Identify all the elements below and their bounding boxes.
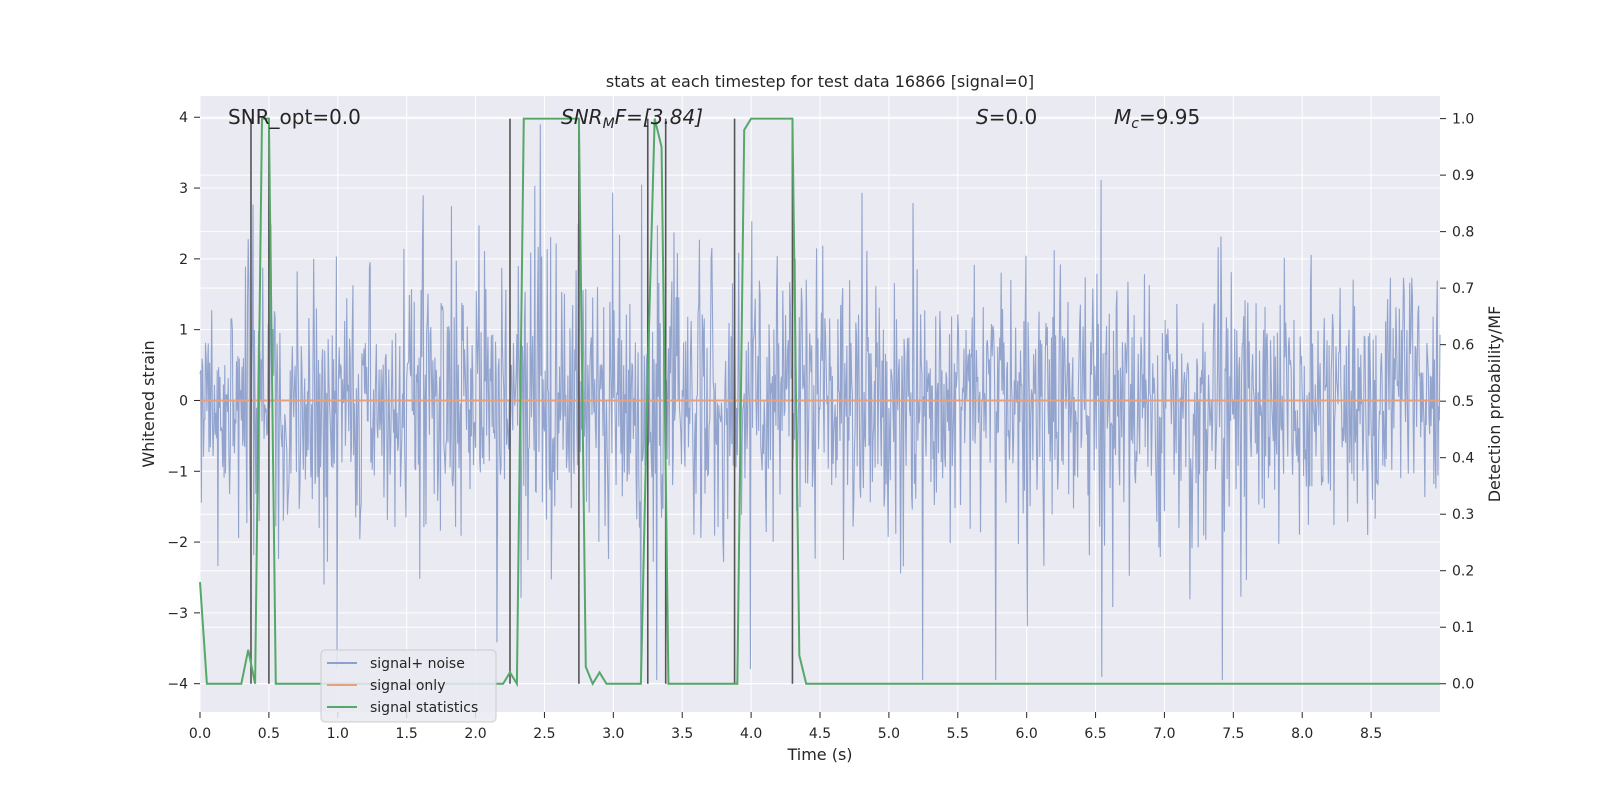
y-axis-left-label: Whitened strain bbox=[139, 340, 158, 467]
annotation-mc-sub: c bbox=[1131, 116, 1139, 132]
y-axis-right-label: Detection probability/MF bbox=[1485, 306, 1504, 503]
legend-frame bbox=[320, 649, 497, 723]
annotation-mc-rest: =9.95 bbox=[1139, 105, 1200, 129]
annotation-mc: Mc=9.95 bbox=[1114, 105, 1200, 132]
legend-label-signal-only: signal only bbox=[370, 678, 445, 694]
y-tick-label-left: −2 bbox=[167, 535, 188, 551]
annotation-snr-mf: SNRMF=[3.84] bbox=[561, 105, 703, 132]
y-tick-label-left: 2 bbox=[179, 252, 188, 268]
x-tick-label: 5.0 bbox=[878, 726, 900, 742]
plot-area bbox=[199, 96, 1441, 712]
x-tick-label: 3.0 bbox=[602, 726, 624, 742]
y-tick-label-right: 0.3 bbox=[1452, 507, 1474, 523]
y-tick-label-right: 0.1 bbox=[1452, 620, 1474, 636]
y-tick-label-right: 1.0 bbox=[1452, 112, 1474, 128]
x-tick-label: 2.0 bbox=[464, 726, 486, 742]
legend-label-signal-plus-noise: signal+ noise bbox=[370, 656, 465, 672]
y-tick-label-right: 0.2 bbox=[1452, 564, 1474, 580]
x-tick-label: 1.0 bbox=[327, 726, 349, 742]
y-tick-label-left: 4 bbox=[179, 110, 188, 126]
annotation-s-rest: =0.0 bbox=[989, 105, 1038, 129]
annotation-mc-main: M bbox=[1114, 105, 1131, 129]
y-tick-label-left: 3 bbox=[179, 181, 188, 197]
annotation-snr-mf-sub: M bbox=[603, 116, 615, 132]
chart-title: stats at each timestep for test data 168… bbox=[606, 72, 1034, 91]
x-tick-label: 1.5 bbox=[396, 726, 418, 742]
x-tick-label: 0.0 bbox=[189, 726, 211, 742]
y-axis-right-ticks: 1.0 0.9 0.8 0.7 0.6 0.5 0.4 0.3 0.2 0.1 0.0 bbox=[1440, 112, 1474, 693]
x-tick-label: 8.0 bbox=[1291, 726, 1313, 742]
y-tick-label-left: −3 bbox=[167, 606, 188, 622]
x-tick-label: 8.5 bbox=[1360, 726, 1382, 742]
x-tick-label: 2.5 bbox=[533, 726, 555, 742]
y-tick-label-right: 0.5 bbox=[1452, 394, 1474, 410]
annotation-s: S=0.0 bbox=[976, 105, 1037, 129]
y-tick-label-left: −1 bbox=[167, 464, 188, 480]
x-tick-label: 7.5 bbox=[1222, 726, 1244, 742]
annotation-snr-mf-main: SNR bbox=[561, 105, 603, 129]
y-tick-label-right: 0.7 bbox=[1452, 281, 1474, 297]
annotation-snr-mf-rest: F=[3.84] bbox=[615, 105, 703, 129]
y-tick-label-right: 0.0 bbox=[1452, 677, 1474, 693]
legend-label-signal-statistics: signal statistics bbox=[370, 700, 478, 716]
y-tick-label-right: 0.4 bbox=[1452, 451, 1474, 467]
x-tick-label: 7.0 bbox=[1153, 726, 1175, 742]
y-tick-label-right: 0.6 bbox=[1452, 338, 1474, 354]
y-tick-label-right: 0.8 bbox=[1452, 225, 1474, 241]
x-tick-label: 0.5 bbox=[258, 726, 280, 742]
x-tick-label: 3.5 bbox=[671, 726, 693, 742]
y-tick-label-right: 0.9 bbox=[1452, 168, 1474, 184]
x-tick-label: 6.0 bbox=[1016, 726, 1038, 742]
annotation-s-var: S bbox=[976, 105, 989, 129]
y-axis-left-ticks: 4 3 2 1 0 −1 −2 −3 −4 bbox=[167, 110, 200, 693]
x-tick-label: 6.5 bbox=[1084, 726, 1106, 742]
x-axis-label: Time (s) bbox=[786, 745, 852, 764]
y-tick-label-left: 0 bbox=[179, 393, 188, 409]
legend: signal+ noise signal only signal statist… bbox=[320, 649, 497, 723]
x-axis-ticks: 0.0 0.5 1.0 1.5 2.0 2.5 3.0 3.5 4.0 4.5 5.0 5.5 6.0 6… bbox=[189, 712, 1382, 742]
x-tick-label: 5.5 bbox=[947, 726, 969, 742]
x-tick-label: 4.0 bbox=[740, 726, 762, 742]
y-tick-label-left: 1 bbox=[179, 323, 188, 339]
y-tick-label-left: −4 bbox=[167, 677, 188, 693]
x-tick-label: 4.5 bbox=[809, 726, 831, 742]
annotation-snr-opt: SNR_opt=0.0 bbox=[228, 105, 361, 129]
